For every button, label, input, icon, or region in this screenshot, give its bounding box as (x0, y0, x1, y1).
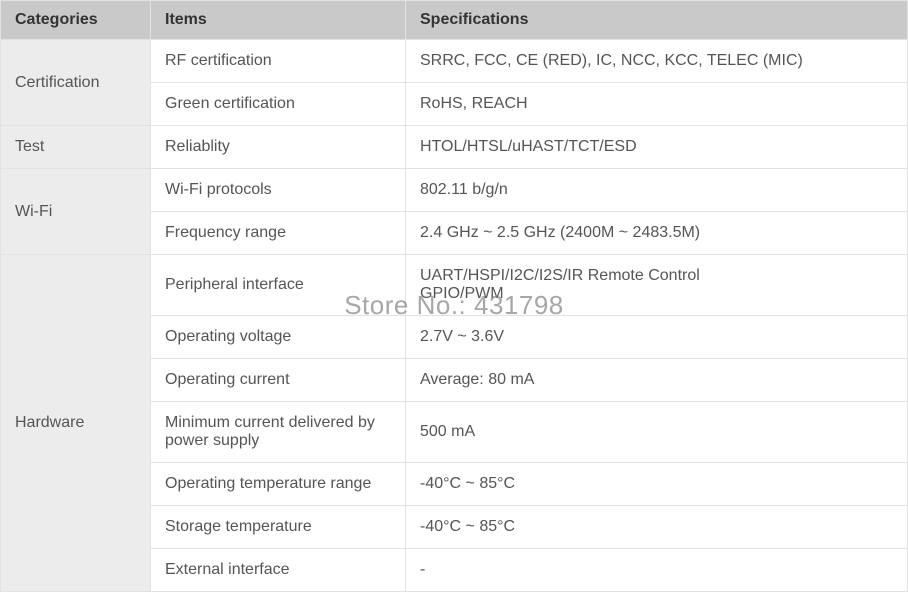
item-cell: Frequency range (151, 212, 406, 255)
header-specifications: Specifications (406, 1, 908, 40)
item-cell: Wi-Fi protocols (151, 169, 406, 212)
table-row: HardwarePeripheral interfaceUART/HSPI/I2… (1, 255, 908, 316)
table-row: Wi-FiWi-Fi protocols802.11 b/g/n (1, 169, 908, 212)
spec-cell: -40°C ~ 85°C (406, 463, 908, 506)
item-cell: Operating current (151, 359, 406, 402)
spec-cell: -40°C ~ 85°C (406, 506, 908, 549)
table-body: CertificationRF certificationSRRC, FCC, … (1, 40, 908, 592)
header-categories: Categories (1, 1, 151, 40)
spec-cell: HTOL/HTSL/uHAST/TCT/ESD (406, 126, 908, 169)
category-cell: Hardware (1, 255, 151, 592)
category-cell: Wi-Fi (1, 169, 151, 255)
item-cell: Reliablity (151, 126, 406, 169)
item-cell: Operating temperature range (151, 463, 406, 506)
category-cell: Test (1, 126, 151, 169)
spec-table: Categories Items Specifications Certific… (0, 0, 908, 592)
item-cell: Minimum current delivered by power suppl… (151, 402, 406, 463)
spec-cell: - (406, 549, 908, 592)
item-cell: External interface (151, 549, 406, 592)
table-row: CertificationRF certificationSRRC, FCC, … (1, 40, 908, 83)
spec-cell: 2.4 GHz ~ 2.5 GHz (2400M ~ 2483.5M) (406, 212, 908, 255)
spec-cell: RoHS, REACH (406, 83, 908, 126)
item-cell: RF certification (151, 40, 406, 83)
spec-cell: 2.7V ~ 3.6V (406, 316, 908, 359)
spec-cell: 802.11 b/g/n (406, 169, 908, 212)
spec-cell: UART/HSPI/I2C/I2S/IR Remote ControlGPIO/… (406, 255, 908, 316)
category-cell: Certification (1, 40, 151, 126)
table-wrapper: Categories Items Specifications Certific… (0, 0, 908, 592)
item-cell: Peripheral interface (151, 255, 406, 316)
header-items: Items (151, 1, 406, 40)
item-cell: Green certification (151, 83, 406, 126)
spec-cell: Average: 80 mA (406, 359, 908, 402)
table-row: TestReliablityHTOL/HTSL/uHAST/TCT/ESD (1, 126, 908, 169)
item-cell: Storage temperature (151, 506, 406, 549)
item-cell: Operating voltage (151, 316, 406, 359)
header-row: Categories Items Specifications (1, 1, 908, 40)
spec-cell: 500 mA (406, 402, 908, 463)
spec-cell: SRRC, FCC, CE (RED), IC, NCC, KCC, TELEC… (406, 40, 908, 83)
